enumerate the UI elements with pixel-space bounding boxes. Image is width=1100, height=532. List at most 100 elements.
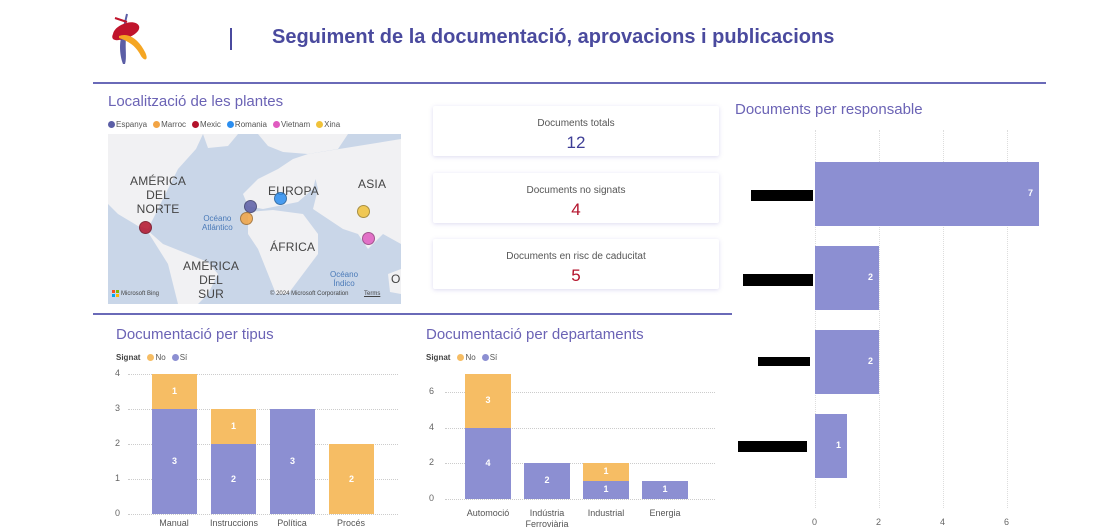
- legend-dot-icon: [171, 354, 179, 361]
- legend-item-si[interactable]: Sí: [171, 353, 187, 362]
- legend-dot-icon: [147, 354, 155, 361]
- bar-ferroviaria-si[interactable]: 2: [524, 463, 570, 499]
- x-tick: 6: [1004, 517, 1010, 527]
- resp-bar-3[interactable]: 2: [815, 330, 879, 394]
- y-tick: 0: [115, 508, 121, 518]
- map-terms-link[interactable]: Terms: [364, 291, 381, 297]
- chart-tipus-title: Documentació per tipus: [116, 326, 274, 343]
- map-title: Localització de les plantes: [108, 93, 284, 110]
- y-tick: 1: [115, 473, 121, 483]
- map-pin-romania[interactable]: [274, 192, 287, 205]
- bar-industrial-no[interactable]: 1: [583, 463, 629, 481]
- redacted-name: [751, 190, 813, 201]
- world-map[interactable]: AMÉRICA DEL NORTE AMÉRICA DEL SUR EUROPA…: [108, 134, 401, 304]
- chart-resp: 7 2 2 1 0 2 4 6: [730, 130, 1050, 530]
- page-title: Seguiment de la documentació, aprovacion…: [272, 26, 835, 48]
- map-legend: Espanya Marroc Mexic Romania Vietnam Xin…: [108, 120, 343, 129]
- legend-dot-icon: [153, 121, 161, 128]
- legend-item-vietnam[interactable]: Vietnam: [272, 120, 310, 129]
- kpi-label: Documents totals: [537, 118, 615, 129]
- x-tick: 2: [876, 517, 882, 527]
- chart-tipus-legend: Signat No Sí: [116, 353, 188, 362]
- header-divider: [93, 82, 1046, 84]
- resp-bar-2[interactable]: 2: [815, 246, 879, 310]
- map-label-north-america: AMÉRICA DEL NORTE: [130, 174, 187, 216]
- legend-dot-icon: [226, 121, 234, 128]
- bar-energia-si[interactable]: 1: [642, 481, 688, 499]
- map-label-asia: ASIA: [358, 177, 387, 191]
- legend-dot-icon: [272, 121, 280, 128]
- kpi-label: Documents en risc de caducitat: [506, 251, 646, 262]
- kpi-value: 12: [566, 133, 586, 152]
- category-label: Automoció: [466, 508, 510, 518]
- legend-item-mexic[interactable]: Mexic: [192, 120, 221, 129]
- map-label-africa: ÁFRICA: [270, 240, 316, 254]
- microsoft-logo-icon: [112, 290, 119, 297]
- legend-dot-icon: [192, 121, 200, 128]
- bar-proces-no[interactable]: 2: [329, 444, 374, 514]
- legend-dot-icon: [481, 354, 489, 361]
- map-land-icon: [108, 134, 401, 304]
- header-separator: [230, 28, 232, 50]
- chart-dept-title: Documentació per departaments: [426, 326, 644, 343]
- legend-item-romania[interactable]: Romania: [226, 120, 267, 129]
- y-tick: 4: [429, 422, 435, 432]
- resp-bar-4[interactable]: 1: [815, 414, 847, 478]
- redacted-name: [738, 441, 807, 452]
- bar-automocio-si[interactable]: 4: [465, 428, 511, 499]
- legend-item-no[interactable]: No: [147, 353, 166, 362]
- category-label: Manual: [159, 518, 189, 528]
- legend-item-marroc[interactable]: Marroc: [153, 120, 186, 129]
- redacted-name: [758, 357, 810, 366]
- category-label: Procés: [336, 518, 365, 528]
- map-copyright: © 2024 Microsoft Corporation: [270, 291, 349, 297]
- y-tick: 0: [429, 493, 435, 503]
- bar-automocio-no[interactable]: 3: [465, 374, 511, 428]
- y-tick: 2: [429, 457, 435, 467]
- x-tick: 0: [812, 517, 818, 527]
- kpi-value: 4: [571, 200, 581, 219]
- category-label: Instruccions: [209, 518, 259, 528]
- map-pin-mexic[interactable]: [139, 221, 152, 234]
- map-pin-vietnam[interactable]: [362, 232, 375, 245]
- chart-dept-legend: Signat No Sí: [426, 353, 498, 362]
- redacted-name: [743, 274, 813, 286]
- legend-item-espanya[interactable]: Espanya: [108, 120, 147, 129]
- company-logo: [105, 10, 157, 68]
- bar-instruccions-no[interactable]: 1: [211, 409, 256, 444]
- bing-logo: Microsoft Bing: [112, 290, 159, 297]
- bar-politica-si[interactable]: 3: [270, 409, 315, 514]
- map-pin-xina[interactable]: [357, 205, 370, 218]
- kpi-card-unsigned: Documents no signats 4: [433, 173, 719, 223]
- chart-resp-title: Documents per responsable: [735, 101, 923, 118]
- bar-manual-no[interactable]: 1: [152, 374, 197, 409]
- bar-industrial-si[interactable]: 1: [583, 481, 629, 499]
- legend-item-si[interactable]: Sí: [481, 353, 497, 362]
- section-divider: [93, 313, 732, 315]
- y-tick: 3: [115, 403, 121, 413]
- kpi-value: 5: [571, 266, 581, 285]
- bar-manual-si[interactable]: 3: [152, 409, 197, 514]
- chart-dept: 6 4 2 0 3 4 2 1 1 1 Automoció Indústria …: [415, 365, 725, 532]
- category-label: Indústria Ferroviària: [525, 508, 569, 529]
- bar-instruccions-si[interactable]: 2: [211, 444, 256, 514]
- y-tick: 4: [115, 368, 121, 378]
- chart-tipus: 4 3 2 1 0 1 3 1 2 3 2 Manual Instruccion…: [100, 365, 400, 532]
- kpi-card-expiry-risk: Documents en risc de caducitat 5: [433, 239, 719, 289]
- kpi-card-totals: Documents totals 12: [433, 106, 719, 156]
- map-label-south-america: AMÉRICA DEL SUR: [183, 259, 240, 301]
- map-label-indian: Océano Índico: [330, 270, 359, 288]
- legend-item-xina[interactable]: Xina: [316, 120, 340, 129]
- legend-dot-icon: [457, 354, 465, 361]
- map-label-oceania-cut: O: [391, 272, 401, 286]
- y-tick: 2: [115, 438, 121, 448]
- legend-item-no[interactable]: No: [457, 353, 476, 362]
- legend-dot-icon: [316, 121, 324, 128]
- resp-bar-1[interactable]: 7: [815, 162, 1039, 226]
- kpi-label: Documents no signats: [526, 185, 626, 196]
- legend-dot-icon: [108, 121, 115, 128]
- map-pin-marroc[interactable]: [240, 212, 253, 225]
- category-label: Política: [277, 518, 307, 528]
- y-tick: 6: [429, 386, 435, 396]
- x-tick: 4: [940, 517, 946, 527]
